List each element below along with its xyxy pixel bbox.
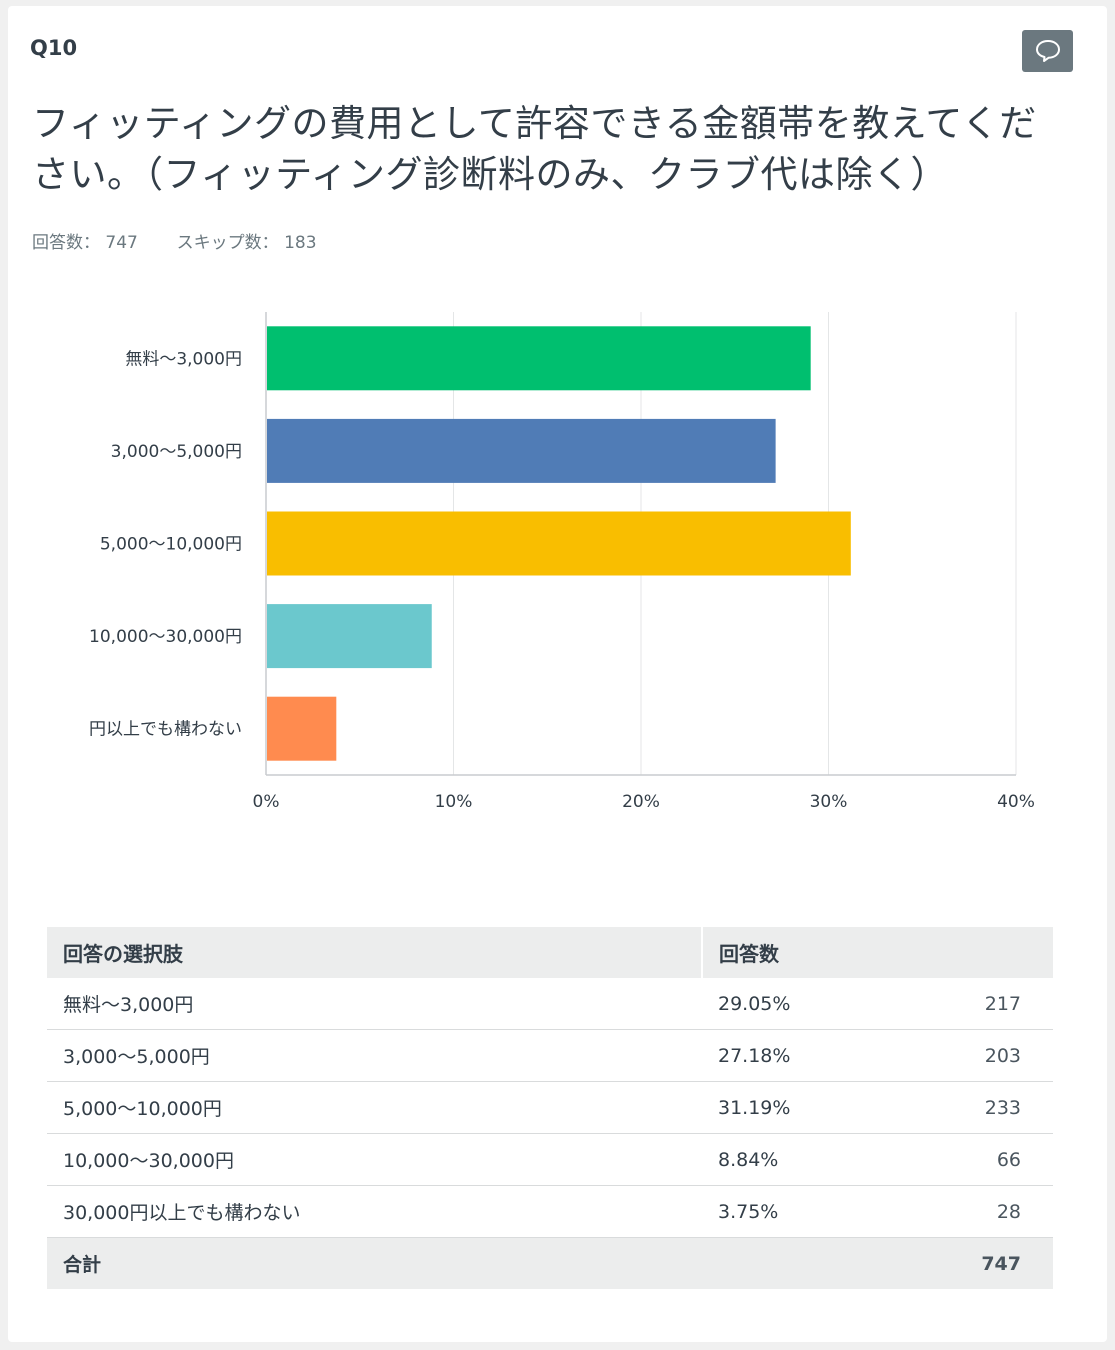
percent-cell: 29.05% [702, 978, 893, 1030]
choice-cell: 3,000〜5,000円 [47, 1029, 702, 1082]
table-row: 3,000〜5,000円 27.18% 203 [47, 1029, 1053, 1082]
table-row: 30,000円以上でも構わない 3.75% 28 [47, 1185, 1053, 1238]
percent-cell: 27.18% [702, 1029, 893, 1082]
count-cell: 66 [892, 1133, 1053, 1186]
x-tick-label: 0% [253, 792, 280, 812]
bar [267, 418, 776, 483]
choice-cell: 30,000円以上でも構わない [47, 1185, 702, 1238]
question-title: フィッティングの費用として許容できる金額帯を教えてください。（フィッティング診断… [32, 102, 1037, 196]
speech-bubble-icon [1035, 40, 1060, 62]
header-responses: 回答数 [701, 927, 1053, 978]
table-row: 5,000〜10,000円 31.19% 233 [47, 1081, 1053, 1134]
response-stats: 回答数： 747 スキップ数： 183 [32, 228, 317, 253]
choice-cell: 10,000〜30,000円 [47, 1133, 702, 1186]
x-tick-label: 10% [435, 792, 473, 812]
header-choice: 回答の選択肢 [47, 927, 702, 978]
bar [267, 604, 432, 669]
answered-label: 回答数： [32, 233, 100, 253]
bar [267, 696, 337, 761]
comment-button[interactable] [1022, 30, 1073, 72]
count-cell: 28 [892, 1185, 1053, 1238]
bar [267, 326, 811, 391]
skipped-count: 183 [284, 233, 317, 253]
count-cell: 203 [892, 1029, 1053, 1082]
count-cell: 217 [892, 978, 1053, 1030]
bar [267, 511, 851, 576]
category-label: 5,000〜10,000円 [100, 535, 242, 555]
total-count: 747 [892, 1237, 1053, 1289]
percent-cell: 8.84% [702, 1133, 893, 1186]
category-label: 無料〜3,000円 [125, 349, 242, 369]
table-header-row: 回答の選択肢 回答数 [47, 927, 1053, 978]
bar-chart: 0% 10% 20% 30% 40% 無料〜3,000円 3,000〜5,000円 5,000… [89, 312, 1035, 812]
total-row: 合計 747 [47, 1237, 1053, 1289]
category-label: 3,000〜5,000円 [111, 442, 242, 462]
x-tick-label: 30% [810, 792, 848, 812]
results-table: 回答の選択肢 回答数 無料〜3,000円 29.05% 217 3,000〜5,000… [47, 927, 1053, 1289]
percent-cell: 31.19% [702, 1081, 893, 1134]
category-label: 10,000〜30,000円 [89, 627, 242, 647]
choice-cell: 5,000〜10,000円 [47, 1081, 702, 1134]
percent-cell: 3.75% [702, 1185, 893, 1238]
x-tick-label: 40% [997, 792, 1035, 812]
count-cell: 233 [892, 1081, 1053, 1134]
table-row: 10,000〜30,000円 8.84% 66 [47, 1133, 1053, 1186]
skipped-label: スキップ数： [176, 233, 279, 253]
total-label: 合計 [47, 1237, 702, 1289]
x-tick-label: 20% [622, 792, 660, 812]
table-row: 無料〜3,000円 29.05% 217 [47, 978, 1053, 1030]
category-label: 円以上でも構わない [89, 720, 242, 740]
choice-cell: 無料〜3,000円 [47, 978, 702, 1030]
answered-count: 747 [105, 233, 138, 253]
question-number: Q10 [30, 36, 78, 60]
